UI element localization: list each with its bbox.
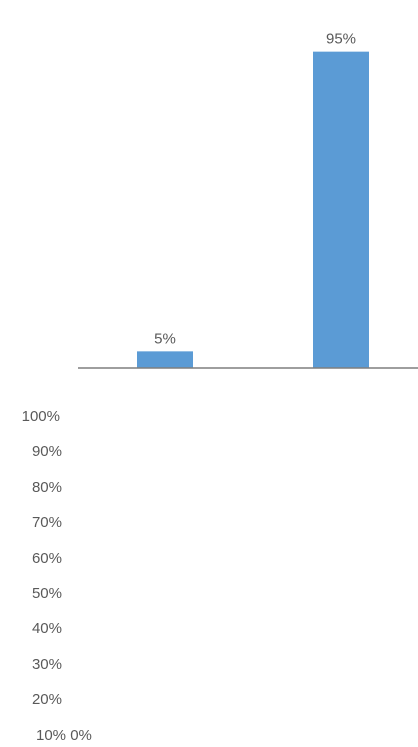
y-tick-label: 10% 0% [36,726,92,744]
y-tick-label: 80% [31,478,62,496]
y-tick-label: 50% [31,585,62,602]
y-tick-label: 100% [21,408,60,425]
y-tick-label: 60% [31,549,62,567]
y-tick-label: 40% [31,620,62,638]
bar-satisfecho [313,51,369,369]
y-tick-label: 20% [31,691,62,709]
data-label-satisfecho: 95% [326,31,356,48]
y-tick-label: 30% [31,655,62,673]
chart-plot-area: 5%Insatisfecho95%Satisfecho [78,31,418,406]
data-label-insatisfecho: 5% [154,330,176,347]
y-tick-label: 70% [31,514,62,532]
bar-insatisfecho [137,351,193,368]
y-tick-label: 90% [31,443,62,461]
